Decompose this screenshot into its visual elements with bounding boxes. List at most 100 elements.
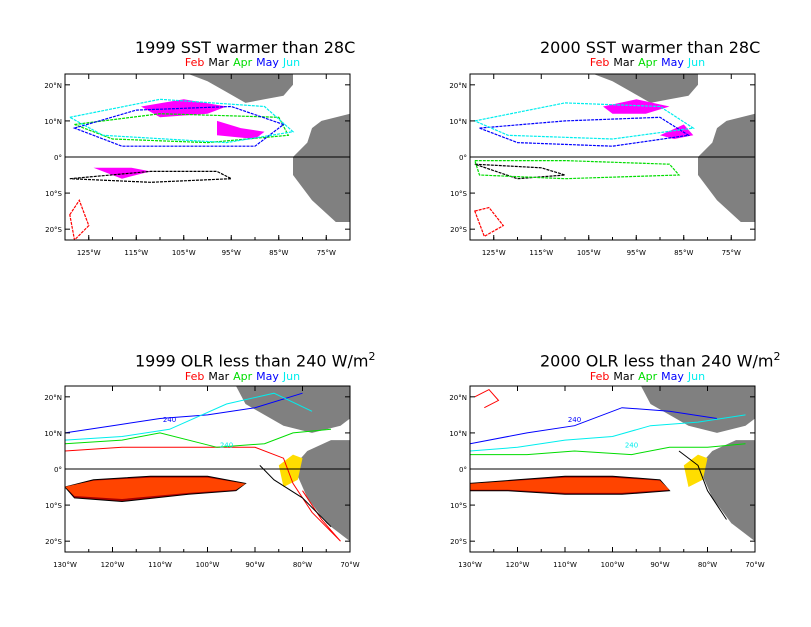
x-tick-label: 70°W [745,561,764,569]
legend-feb: Feb [184,56,205,69]
y-tick-label: 20°S [45,538,62,546]
legend-mar: Mar [208,370,230,383]
x-tick-label: 80°W [698,561,717,569]
x-tick-label: 85°W [674,249,693,257]
legend-feb: Feb [184,370,205,383]
land-south-america [297,440,350,542]
x-tick-label: 90°W [245,561,264,569]
y-tick-label: 20°N [44,82,62,90]
contour-label: 240 [568,416,581,424]
month-legend: Feb Mar Apr May Jun [65,56,350,69]
y-tick-label: 20°S [450,538,467,546]
y-tick-label: 20°S [45,226,62,234]
chart-title-main: 1999 OLR less than 240 W/m [135,351,369,371]
x-tick-label: 75°W [317,249,336,257]
map-panel: 240 240 130°W 120°W 110°W 100°W 90°W 80°W 70°W 20… [449,385,765,569]
contour-apr [74,113,290,144]
contour-apr [470,443,746,456]
y-tick-label: 10°N [44,430,62,438]
map-panel: 125°W 115°W 105°W 95°W 85°W 75°W 20°N 10°N 0° 10°… [449,73,756,257]
chart-title: 1999 SST warmer than 28C [135,38,356,57]
land-central-america [641,386,755,433]
legend-may: May [256,370,279,383]
y-tick-label: 20°N [44,394,62,402]
x-tick-label: 90°W [650,561,669,569]
map-panel: 240 240 130°W 120°W 110°W 100°W 90°W 80°W 70°W 20… [44,385,360,569]
y-tick-label: 10°N [449,118,467,126]
contour-label: 240 [220,441,233,449]
contour-feb [474,206,505,238]
y-tick-label: 10°S [450,502,467,510]
contour-mar [678,450,727,520]
month-legend: Feb Mar Apr May Jun [470,56,755,69]
x-tick-label: 105°W [577,249,601,257]
x-tick-label: 100°W [196,561,220,569]
contour-jun [68,98,295,144]
month-legend: Feb Mar Apr May Jun [470,370,755,383]
legend-apr: Apr [638,56,658,69]
x-tick-label: 80°W [293,561,312,569]
legend-mar: Mar [613,56,635,69]
x-tick-label: 110°W [148,561,172,569]
map-panel: 125°W 115°W 105°W 95°W 85°W 75°W 20°N 10°N 0° 10°… [44,73,351,257]
x-tick-label: 110°W [553,561,577,569]
y-tick-label: 20°N [449,394,467,402]
contour-feb [65,446,341,542]
legend-may: May [661,370,684,383]
chart-title-sup: 2 [368,350,376,363]
plot-area: 240 240 [65,386,350,542]
land-south-america [293,74,350,222]
x-tick-label: 70°W [340,561,359,569]
contour-jun [470,414,746,452]
contour-may [470,407,718,445]
y-tick-label: 0° [459,466,467,474]
x-tick-label: 130°W [53,561,77,569]
contour-mar [259,465,332,528]
land-central-america [236,386,350,433]
chart-title-sup: 2 [773,350,781,363]
plot-area: 240 240 [470,386,755,542]
y-tick-label: 10°S [450,190,467,198]
contour-apr [473,160,681,180]
legend-mar: Mar [208,56,230,69]
legend-feb: Feb [589,56,610,69]
plot-area [470,74,755,238]
chart-title: 1999 OLR less than 240 W/m2 [65,350,375,370]
chart-title: 2000 SST warmer than 28C [540,38,761,57]
x-tick-label: 95°W [222,249,241,257]
x-tick-label: 120°W [506,561,530,569]
contour-label: 240 [163,416,176,424]
x-tick-label: 95°W [627,249,646,257]
sst-filled-area [603,99,670,114]
land-south-america [702,440,755,542]
legend-jun: Jun [687,56,706,69]
x-tick-label: 75°W [722,249,741,257]
contour-mar [69,170,234,183]
contour-jun [472,102,695,140]
y-tick-label: 0° [459,154,467,162]
chart-title-main: 2000 OLR less than 240 W/m [540,351,774,371]
contour-feb [474,388,500,409]
legend-apr: Apr [233,56,253,69]
legend-mar: Mar [613,370,635,383]
x-tick-label: 100°W [601,561,625,569]
legend-jun: Jun [687,370,706,383]
olr-region-mid [470,477,670,493]
x-tick-label: 125°W [482,249,506,257]
contour-jun [65,392,313,441]
contour-apr [65,428,332,448]
olr-region-high [278,454,303,487]
legend-feb: Feb [589,370,610,383]
legend-jun: Jun [282,370,301,383]
legend-may: May [661,56,684,69]
land-south-america [698,74,755,222]
x-tick-label: 115°W [529,249,553,257]
contour-label: 240 [625,441,638,449]
chart-title: 2000 OLR less than 240 W/m2 [470,350,780,370]
contour-feb [69,198,90,240]
olr-region-mid [65,477,246,499]
legend-apr: Apr [638,370,658,383]
y-tick-label: 20°N [449,82,467,90]
y-tick-label: 10°N [449,430,467,438]
